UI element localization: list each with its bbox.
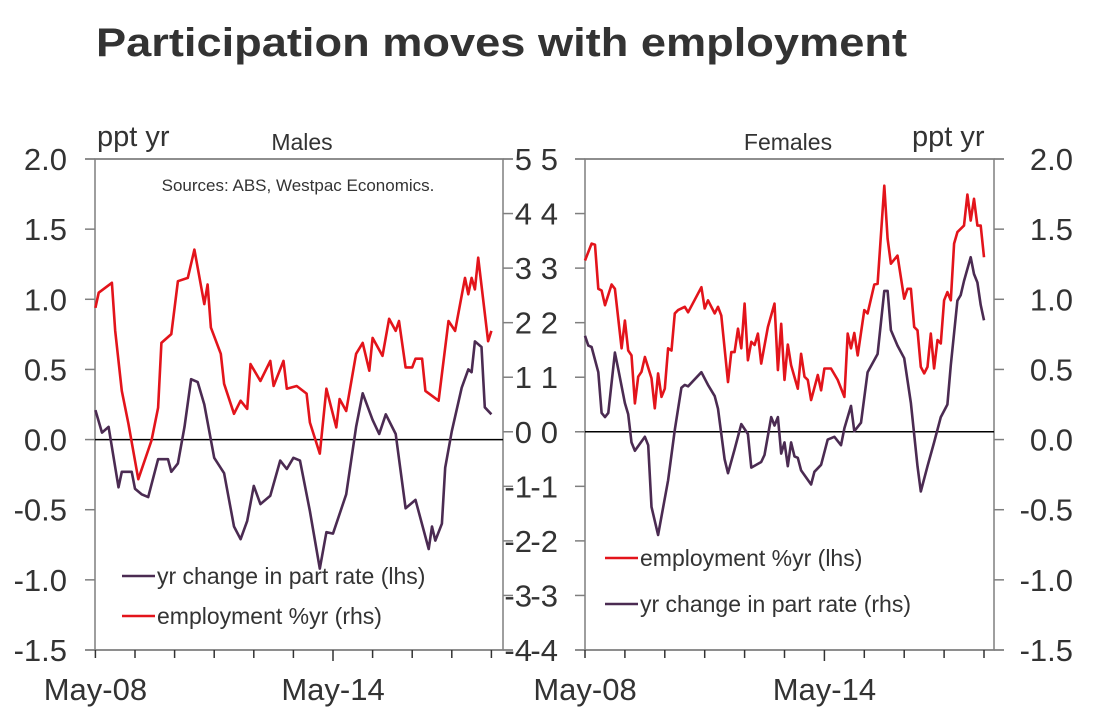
- panel-title: Females: [744, 129, 832, 155]
- y-right-tick-label: 3: [515, 251, 532, 286]
- y-left-tick-label: -4: [530, 633, 558, 668]
- y-left-tick-label: 2: [541, 306, 558, 341]
- y-right-tick-label: 4: [515, 197, 532, 232]
- y-right-tick-label: 5: [515, 142, 532, 177]
- series-line-part-rate: [94, 340, 493, 570]
- x-tick-label: May-14: [773, 672, 876, 707]
- y-right-tick-label: 0.0: [1030, 423, 1073, 458]
- y-left-tick-label: -1.5: [14, 633, 67, 668]
- y-left-tick-label: 4: [541, 197, 558, 232]
- y-right-tick-label: 1.5: [1030, 212, 1073, 247]
- y-left-tick-label: -1: [530, 469, 558, 504]
- legend-label-employment: employment %yr (rhs): [157, 603, 382, 629]
- x-tick-label: May-08: [44, 672, 147, 707]
- y-left-tick-label: 1: [541, 360, 558, 395]
- y-right-tick-label: 1.0: [1030, 282, 1073, 317]
- x-tick-label: May-14: [281, 672, 384, 707]
- y-left-tick-label: 0.5: [24, 352, 67, 387]
- y-left-tick-label: -1.0: [14, 563, 67, 598]
- y-right-tick-label: -1.0: [1020, 563, 1073, 598]
- y-right-tick-label: 2.0: [1030, 142, 1073, 177]
- series-line-employment: [583, 184, 986, 410]
- y-left-tick-label: 0: [541, 415, 558, 450]
- y-right-tick-label: -2: [504, 524, 532, 559]
- panel-title: Males: [271, 129, 332, 155]
- y-right-tick-label: -1.5: [1020, 633, 1073, 668]
- y-left-tick-label: 0.0: [24, 423, 67, 458]
- y-left-tick-label: -0.5: [14, 493, 67, 528]
- legend-label-part-rate: yr change in part rate (rhs): [640, 591, 911, 617]
- y-right-tick-label: 1: [515, 360, 532, 395]
- chart-title: Participation moves with employment: [96, 21, 907, 65]
- y-left-tick-label: 5: [541, 142, 558, 177]
- legend-label-part-rate: yr change in part rate (lhs): [157, 563, 425, 589]
- y-left-tick-label: -3: [530, 578, 558, 613]
- series-line-employment: [94, 248, 493, 481]
- y-right-tick-label: -1: [504, 469, 532, 504]
- y-right-tick-label: 0: [515, 415, 532, 450]
- females-panel: 5 4 3 2 1 0 -1 -2 -3 -4 2.0 1.5 1.0 0.5 0.0 -0.5 -1.0 -1.…: [530, 121, 1073, 707]
- x-tick-label: May-08: [533, 672, 636, 707]
- y-left-tick-label: 1.0: [24, 282, 67, 317]
- males-panel: 2.0 1.5 1.0 0.5 0.0 -0.5 -1.0 -1.5 5 4 3 2 1 0 -1 -2 -3 -…: [14, 121, 532, 707]
- y-right-tick-label: 0.5: [1030, 352, 1073, 387]
- y-left-tick-label: 1.5: [24, 212, 67, 247]
- series-line-part-rate: [583, 255, 986, 537]
- unit-label: ppt yr: [97, 121, 170, 153]
- y-right-tick-label: -0.5: [1020, 493, 1073, 528]
- plot-frame: [584, 158, 995, 651]
- y-right-tick-label: -3: [504, 578, 532, 613]
- legend-label-employment: employment %yr (lhs): [640, 545, 862, 571]
- source-note: Sources: ABS, Westpac Economics.: [162, 176, 435, 195]
- y-left-tick-label: -2: [530, 524, 558, 559]
- y-left-tick-label: 3: [541, 251, 558, 286]
- y-left-tick-label: 2.0: [24, 142, 67, 177]
- y-right-tick-label: 2: [515, 306, 532, 341]
- y-right-tick-label: -4: [504, 633, 532, 668]
- unit-label: ppt yr: [912, 121, 985, 153]
